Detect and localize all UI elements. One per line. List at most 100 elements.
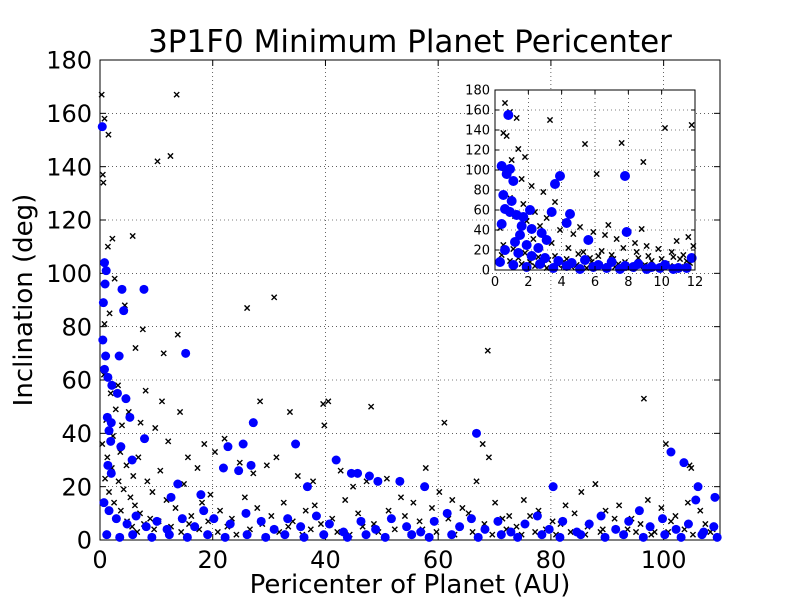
main-dot-point [386,514,396,524]
main-cross-point [105,131,112,138]
inset-dot-point [526,251,537,261]
inset-cross-point [595,252,602,260]
main-dot-point [280,530,290,540]
main-cross-point [107,390,114,397]
main-dot-point [371,524,381,534]
main-cross-point [165,438,172,445]
main-cross-point [658,504,665,512]
main-y-tick-label: 180 [46,47,92,75]
main-dot-point [576,530,586,540]
main-cross-point [321,422,328,429]
main-dot-point [420,482,430,492]
inset-cross-point [618,139,625,147]
main-cross-point [334,528,341,536]
main-dot-point [116,442,126,452]
main-dot-point [238,439,248,449]
main-dot-point [299,532,309,542]
main-cross-point [640,395,648,402]
main-x-tick-label: 60 [423,546,454,574]
main-dot-point [342,532,352,542]
main-cross-point [101,475,109,482]
inset-dot-point [533,243,544,253]
main-dot-point [466,514,476,524]
main-cross-point [101,115,108,122]
main-dot-point [416,527,426,537]
main-cross-point [114,382,122,389]
inset-x-tick-label: 8 [624,275,632,290]
inset-y-tick-label: 180 [465,84,490,99]
main-cross-point [401,512,409,520]
main-cross-point [152,424,159,432]
main-dot-point [181,348,191,358]
main-dot-point [472,428,482,438]
inset-dot-point [553,256,564,266]
main-dot-point [361,530,371,540]
main-dot-point [712,532,722,542]
main-dot-point [223,442,233,452]
main-y-tick-label: 20 [61,473,92,501]
main-cross-point [211,448,219,456]
main-cross-point [194,464,201,472]
main-cross-point [221,435,228,442]
main-cross-point [285,523,292,530]
main-cross-point [567,528,574,536]
main-dot-point [671,524,681,534]
main-dot-point [147,532,157,542]
main-dot-point [140,434,150,444]
main-cross-point [130,472,137,480]
main-cross-point [241,494,248,501]
main-dot-point [139,284,149,294]
main-cross-point [115,478,122,485]
main-cross-point [173,91,180,98]
inset-dot-point [580,255,590,265]
inset-dot-point [541,235,552,245]
inset-dot-point [498,190,509,200]
main-cross-point [158,398,166,405]
main-dot-point [152,516,162,526]
main-dot-point [346,468,356,478]
inset-cross-point [521,249,529,257]
main-dot-point [106,436,116,446]
main-cross-point [337,467,344,474]
inset-cross-point [518,175,525,183]
main-dot-point [676,532,686,542]
main-cross-point [672,512,679,520]
main-cross-point [142,387,149,394]
main-dot-point [220,532,230,542]
main-cross-point [101,320,108,328]
main-dot-point [442,508,452,518]
inset-cross-point [620,244,627,252]
inset-dot-point [601,263,612,273]
main-cross-point [410,499,417,506]
main-dot-point [296,522,306,532]
main-cross-point [188,512,195,520]
main-cross-point [697,507,704,514]
main-cross-point [662,440,669,448]
main-dot-point [100,258,110,268]
main-dot-point [693,482,703,492]
main-dot-point [634,506,644,516]
main-cross-point [599,526,606,533]
main-cross-point [436,488,443,496]
inset-dot-point [583,235,594,245]
inset-dot-point [686,253,697,263]
main-cross-point [294,472,301,480]
main-dot-point [679,458,689,468]
inset-dot-point [521,240,532,250]
main-dot-point [103,372,113,382]
main-cross-point [273,454,280,461]
main-dot-point [691,495,701,505]
main-cross-point [286,408,294,416]
main-cross-point [160,350,167,357]
main-dot-point [291,439,301,449]
main-x-tick-label: 20 [197,546,228,574]
main-dot-point [218,463,228,473]
inset-dot-point [548,263,559,273]
main-dot-point [638,532,648,542]
inset-cross-point [643,242,650,250]
main-cross-point [157,467,164,474]
inset-cross-point [668,248,675,256]
inset-plot-background [495,90,695,270]
